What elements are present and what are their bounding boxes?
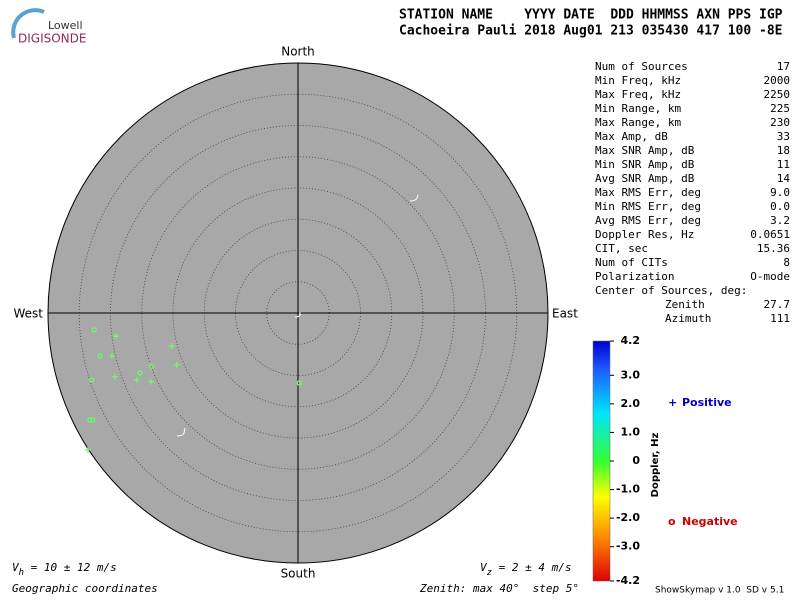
source-point (296, 380, 302, 386)
stat-label: Max Range, km (595, 116, 681, 129)
logo-arc (11, 8, 45, 39)
stat-value: 11 (777, 158, 790, 171)
stat-value: 3.2 (770, 214, 790, 227)
source-point (149, 363, 155, 369)
stat-label: Num of CITs (595, 256, 668, 269)
stat-value: 2250 (764, 88, 791, 101)
legend-symbol: o (668, 515, 676, 528)
stat-label: Avg SNR Amp, dB (595, 172, 695, 185)
zenith-note: Zenith: max 40° step 5° (419, 582, 579, 595)
colorbar-tick-label: -1.0 (616, 483, 640, 496)
stat-label: Max RMS Err, deg (595, 186, 701, 199)
vz-text: Vz = 2 ± 4 m/s (480, 561, 572, 578)
stat-value: 9.0 (770, 186, 790, 199)
stat-value: 17 (777, 60, 790, 73)
source-point (108, 353, 115, 360)
stat-value: 18 (777, 144, 790, 157)
center-label: Azimuth (665, 312, 711, 325)
stat-value: 33 (777, 130, 790, 143)
center-value: 27.7 (764, 298, 791, 311)
version-note: ShowSkymap v 1.0 SD v 5.1 (655, 586, 784, 596)
source-point (113, 333, 120, 340)
stat-label: Min SNR Amp, dB (595, 158, 695, 171)
colorbar-tick-label: -3.0 (616, 540, 640, 553)
colorbar-tick-label: 3.0 (621, 368, 641, 381)
stat-label: Max SNR Amp, dB (595, 144, 695, 157)
source-point (97, 353, 103, 359)
source-point (91, 327, 97, 333)
stat-label: Avg RMS Err, deg (595, 214, 701, 227)
stat-label: Min Freq, kHz (595, 74, 681, 87)
colorbar (592, 340, 611, 582)
stat-value: 14 (777, 172, 791, 185)
source-point (173, 361, 180, 368)
colorbar-tick-label: -4.2 (616, 574, 640, 587)
colorbar-label: Doppler, Hz (650, 433, 661, 498)
colorbar-tick-label: 1.0 (621, 425, 641, 438)
stat-label: Num of Sources (595, 60, 688, 73)
colorbar-tick-label: 0 (632, 454, 640, 467)
header-columns: STATION NAME YYYY DATE DDD HHMMSS AXN PP… (399, 8, 783, 23)
stat-label: Polarization (595, 270, 674, 283)
colorbar-tick-label: 2.0 (621, 397, 641, 410)
source-point (137, 370, 143, 376)
center-value: 111 (770, 312, 790, 325)
south-label: South (281, 567, 316, 581)
legend-name: Negative (682, 515, 738, 528)
header-values: Cachoeira Pauli 2018 Aug01 213 035430 41… (399, 24, 783, 39)
stat-label: Min Range, km (595, 102, 681, 115)
stat-label: Max Freq, kHz (595, 88, 681, 101)
colorbar-tick-label: 4.2 (621, 334, 641, 347)
north-label: North (281, 45, 315, 59)
stat-value: O-mode (750, 270, 790, 283)
velocity-glyph (294, 312, 301, 318)
coordinates-note: Geographic coordinates (12, 582, 158, 595)
source-point (90, 417, 96, 423)
source-point (133, 376, 140, 383)
legend-symbol: + (668, 396, 677, 409)
stat-label: Doppler Res, Hz (595, 228, 694, 241)
colorbar-tick-label: -2.0 (616, 511, 640, 524)
legend-name: Positive (682, 396, 732, 409)
vh-text: Vh = 10 ± 12 m/s (12, 561, 117, 578)
source-point (111, 373, 118, 380)
center-label: Zenith (665, 298, 705, 311)
velocity-glyph (176, 427, 186, 437)
source-point (85, 446, 91, 453)
west-label: West (13, 307, 43, 321)
stat-value: 2000 (764, 74, 791, 87)
velocity-glyph (409, 194, 419, 202)
east-label: East (552, 307, 578, 321)
stat-label: CIT, sec (595, 242, 648, 255)
stat-label: Max Amp, dB (595, 130, 668, 143)
logo-top: Lowell (48, 19, 83, 32)
source-point (148, 378, 155, 385)
center-title: Center of Sources, deg: (595, 284, 747, 297)
source-point (87, 417, 93, 423)
stat-value: 225 (770, 102, 790, 115)
stat-value: 15.36 (757, 242, 790, 255)
stat-value: 8 (783, 256, 790, 269)
source-point (89, 377, 95, 383)
stat-label: Min RMS Err, deg (595, 200, 701, 213)
stat-value: 230 (770, 116, 790, 129)
logo-bottom: DIGISONDE (18, 32, 86, 46)
source-point (168, 343, 175, 350)
stat-value: 0.0 (770, 200, 790, 213)
stat-value: 0.0651 (750, 228, 790, 241)
